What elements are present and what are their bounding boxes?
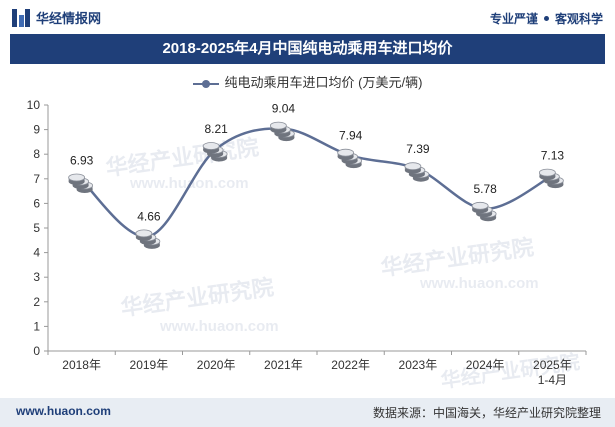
y-tick-label: 6 bbox=[33, 196, 40, 210]
footer-website: www.huaon.com bbox=[16, 404, 111, 418]
x-tick-label: 2021年 bbox=[264, 358, 303, 372]
y-tick-label: 2 bbox=[33, 295, 40, 309]
data-label: 7.39 bbox=[406, 142, 430, 156]
legend-label: 纯电动乘用车进口均价 (万美元/辆) bbox=[224, 75, 423, 90]
x-tick-label: 2019年 bbox=[130, 358, 169, 372]
x-tick-label: 2018年 bbox=[62, 358, 101, 372]
brand-name: 华经情报网 bbox=[36, 11, 102, 26]
data-point-coin-icon bbox=[135, 229, 161, 249]
data-label: 8.21 bbox=[204, 122, 228, 136]
y-tick-label: 0 bbox=[33, 344, 40, 358]
data-point-coin-icon bbox=[337, 148, 363, 169]
data-label: 7.13 bbox=[541, 149, 565, 163]
data-point-coin-icon bbox=[538, 168, 564, 189]
tagline-right: 客观科学 bbox=[554, 12, 603, 26]
data-label: 7.94 bbox=[339, 129, 363, 143]
x-tick-label: 2020年 bbox=[197, 358, 236, 372]
x-tick-label: 2025年 1-4月 bbox=[533, 358, 572, 387]
brand-logo-icon bbox=[12, 8, 30, 27]
y-tick-label: 9 bbox=[33, 123, 40, 137]
y-tick-label: 7 bbox=[33, 172, 40, 186]
footer-source: 数据来源：中国海关，华经产业研究院整理 bbox=[372, 406, 601, 420]
x-tick-label: 2022年 bbox=[331, 358, 370, 372]
chart-title: 2018-2025年4月中国纯电动乘用车进口均价 bbox=[10, 34, 605, 64]
legend-line-icon bbox=[192, 79, 219, 88]
y-tick-label: 3 bbox=[33, 270, 40, 284]
x-tick-label: 2023年 bbox=[399, 358, 438, 372]
y-tick-label: 1 bbox=[33, 319, 40, 333]
data-point-coin-icon bbox=[404, 162, 430, 182]
data-label: 6.93 bbox=[70, 154, 94, 168]
tagline: 专业严谨 客观科学 bbox=[490, 10, 603, 27]
y-tick-label: 5 bbox=[33, 221, 40, 235]
footer: www.huaon.com 数据来源：中国海关，华经产业研究院整理 bbox=[0, 398, 615, 427]
data-label: 5.78 bbox=[473, 182, 497, 196]
data-point-coin-icon bbox=[202, 142, 228, 162]
brand: 华经情报网 bbox=[12, 8, 101, 27]
line-chart: 0 1 2 3 4 5 6 7 8 9 10 2018年 2019年 2020年 2021年 2022年 202… bbox=[27, 98, 587, 387]
data-point-coin-icon bbox=[68, 173, 94, 194]
x-tick-label: 2024年 bbox=[466, 358, 505, 372]
data-label: 9.04 bbox=[272, 102, 296, 116]
y-tick-label: 4 bbox=[33, 246, 40, 260]
y-tick-label: 10 bbox=[27, 98, 41, 112]
y-tick-label: 8 bbox=[33, 147, 40, 161]
data-label: 4.66 bbox=[137, 209, 161, 223]
data-point-coin-icon bbox=[471, 201, 497, 222]
tagline-dot-icon bbox=[543, 16, 549, 22]
top-bar: 华经情报网 专业严谨 客观科学 bbox=[0, 0, 615, 34]
chart-legend: 纯电动乘用车进口均价 (万美元/辆) bbox=[0, 72, 615, 91]
tagline-left: 专业严谨 bbox=[489, 12, 538, 26]
data-point-coin-icon bbox=[269, 121, 295, 142]
